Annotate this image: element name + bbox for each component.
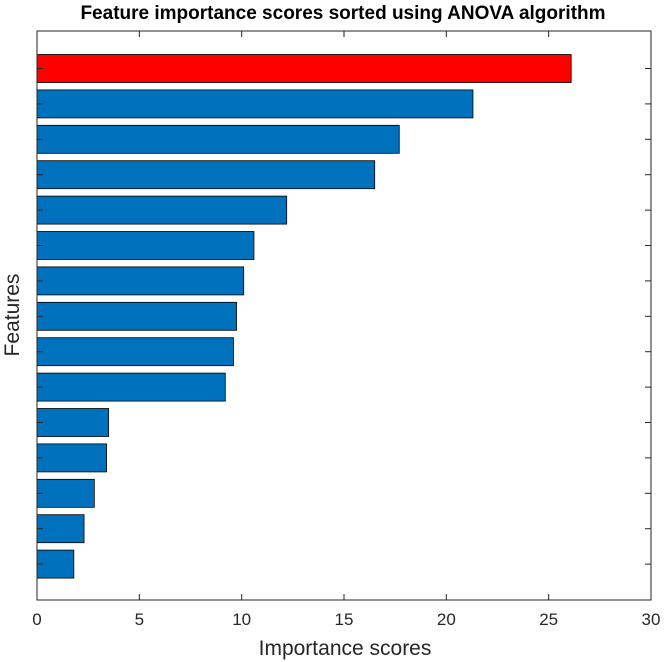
x-tick-label-25: 25 (539, 610, 558, 629)
bar-10 (36, 372, 226, 402)
bar-5 (36, 195, 288, 225)
x-tick-label-15: 15 (335, 610, 354, 629)
bar-1 (36, 54, 572, 83)
x-tick-label-30: 30 (642, 610, 661, 629)
bar-14 (36, 514, 85, 544)
bar-4 (36, 160, 376, 190)
bar-8 (36, 301, 237, 331)
chart-title: Feature importance scores sorted using A… (80, 3, 605, 24)
bar-13 (36, 478, 95, 508)
bar-12 (36, 443, 107, 473)
x-tick-label-20: 20 (437, 610, 456, 629)
bar-9 (36, 337, 234, 367)
y-axis-label: Features (1, 274, 24, 357)
bars-group (36, 54, 572, 579)
x-tick-label-0: 0 (32, 610, 41, 629)
bar-11 (36, 408, 110, 437)
ticks-group: 0 5 10 15 20 25 30 (32, 31, 660, 629)
x-tick-label-5: 5 (135, 610, 144, 629)
bar-2 (36, 89, 474, 119)
bar-6 (36, 231, 255, 260)
bar-3 (36, 124, 400, 154)
bar-7 (36, 266, 245, 296)
x-axis-label: Importance scores (259, 637, 432, 660)
x-tick-label-10: 10 (232, 610, 251, 629)
